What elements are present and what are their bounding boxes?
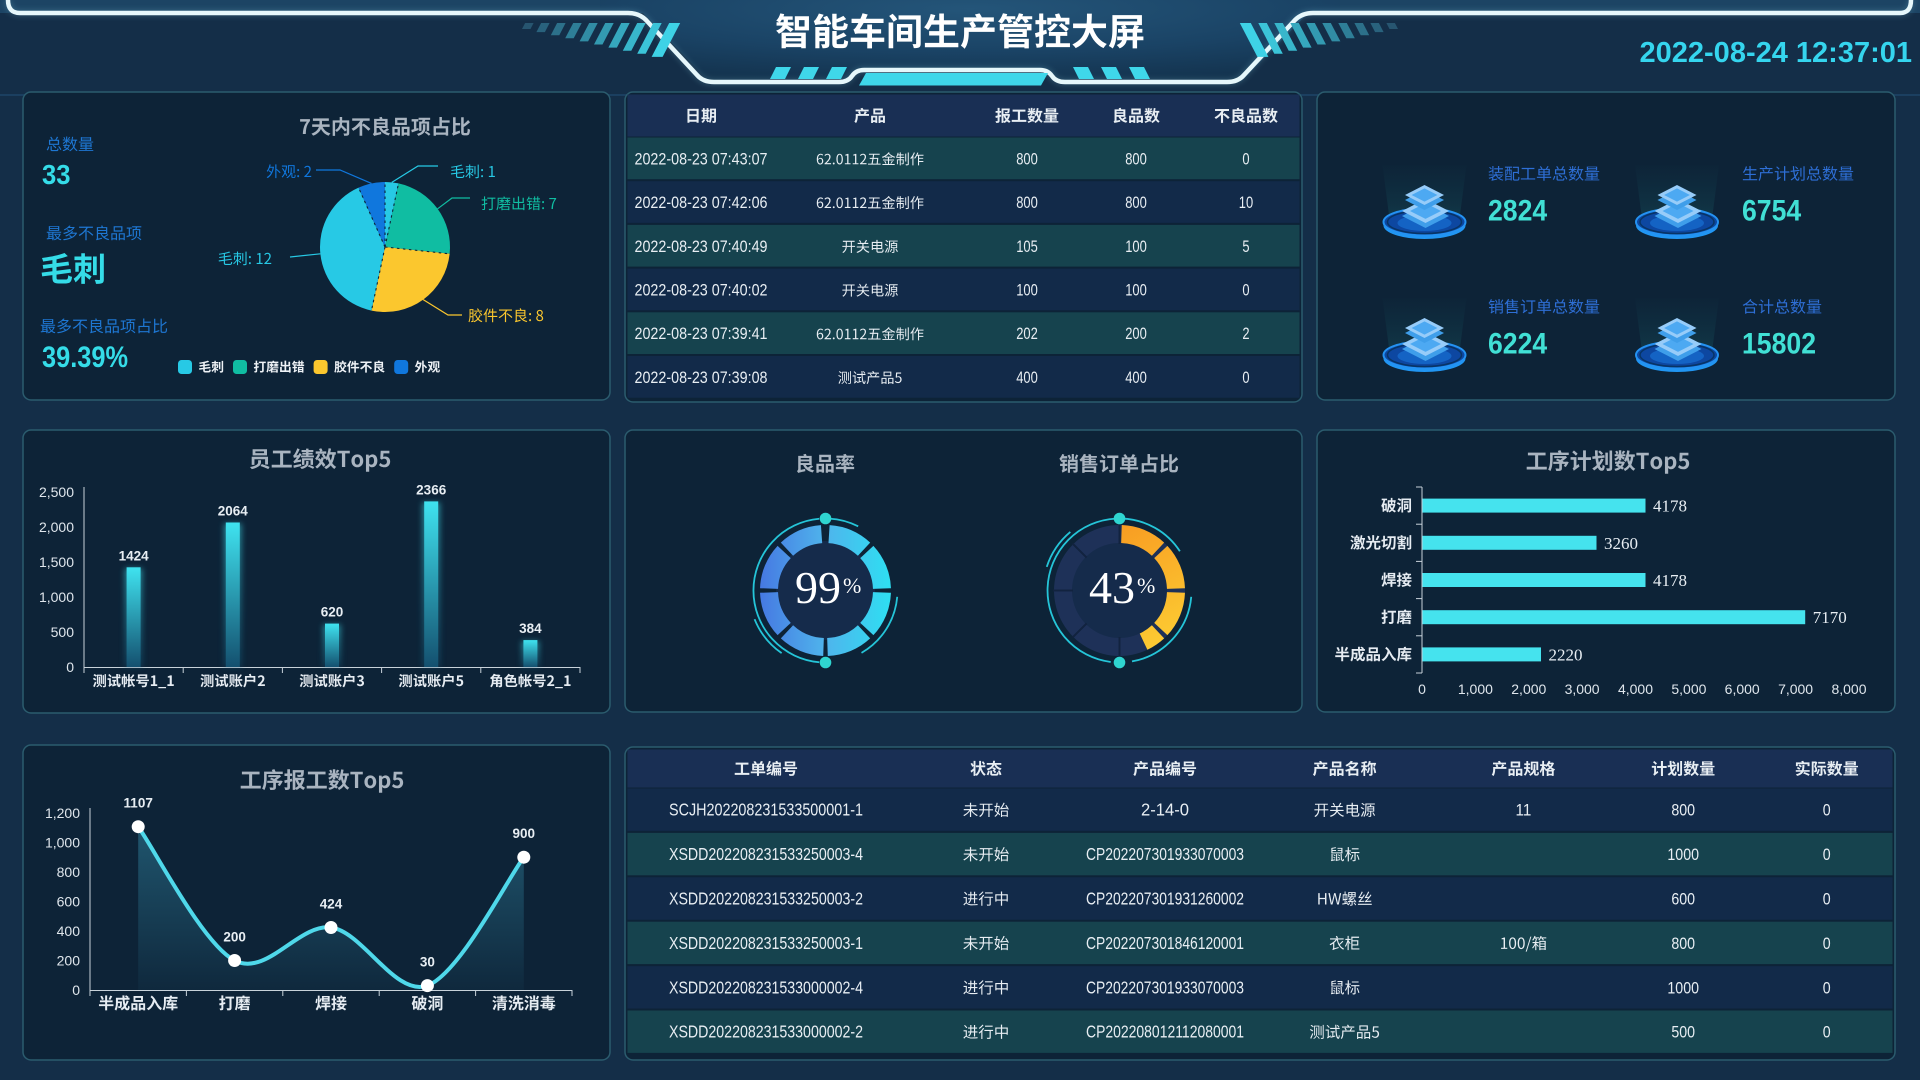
svg-text:500: 500 [51,624,75,640]
svg-text:0: 0 [1823,845,1831,864]
svg-text:5,000: 5,000 [1671,681,1706,697]
svg-text:500: 500 [1671,1023,1695,1042]
svg-text:200: 200 [57,953,81,969]
svg-text:1,000: 1,000 [45,835,80,851]
svg-text:900: 900 [513,826,536,841]
svg-text:0: 0 [1242,150,1249,168]
svg-text:1,000: 1,000 [1458,681,1493,697]
svg-text:15802: 15802 [1742,328,1816,361]
svg-text:200: 200 [1125,325,1147,343]
svg-text:CP202207301933070003: CP202207301933070003 [1086,977,1244,997]
svg-text:400: 400 [57,923,81,939]
svg-text:11: 11 [1516,801,1532,820]
svg-text:0: 0 [66,659,74,675]
svg-text:XSDD202208231533000002-2: XSDD202208231533000002-2 [669,1022,863,1042]
svg-text:2-14-0: 2-14-0 [1141,800,1189,820]
svg-text:CP202207301846120001: CP202207301846120001 [1086,933,1244,953]
svg-text:7,000: 7,000 [1778,681,1813,697]
svg-text:2022-08-23 07:40:02: 2022-08-23 07:40:02 [635,282,768,300]
svg-text:2022-08-24 12:37:01: 2022-08-24 12:37:01 [1640,37,1912,69]
svg-text:800: 800 [57,864,81,880]
svg-text:99: 99 [795,562,841,613]
svg-text:800: 800 [1671,801,1695,820]
svg-text:1000: 1000 [1667,978,1699,997]
svg-text:0: 0 [1823,1023,1831,1042]
svg-text:2824: 2824 [1488,195,1547,228]
svg-text:400: 400 [1016,369,1038,387]
svg-text:200: 200 [223,930,246,945]
svg-text:XSDD202208231533250003-1: XSDD202208231533250003-1 [669,933,863,953]
svg-text:1,200: 1,200 [45,805,80,821]
svg-text:202: 202 [1016,325,1038,343]
svg-text:2,000: 2,000 [1511,681,1546,697]
svg-text:800: 800 [1016,194,1038,212]
svg-text:1107: 1107 [124,796,153,811]
svg-text:SCJH202208231533500001-1: SCJH202208231533500001-1 [669,800,863,820]
svg-text:2022-08-23 07:43:07: 2022-08-23 07:43:07 [635,150,768,168]
svg-text:100: 100 [1125,238,1147,256]
svg-text:105: 105 [1016,238,1038,256]
svg-text:1000: 1000 [1667,845,1699,864]
svg-text:800: 800 [1125,194,1147,212]
svg-text:CP202208012112080001: CP202208012112080001 [1086,1022,1244,1042]
svg-text:CP202207301931260002: CP202207301931260002 [1086,889,1244,909]
svg-text:2022-08-23 07:39:08: 2022-08-23 07:39:08 [635,369,768,387]
svg-text:2,500: 2,500 [39,484,74,500]
svg-text:0: 0 [72,982,80,998]
svg-text:2,000: 2,000 [39,519,74,535]
svg-text:CP202207301933070003: CP202207301933070003 [1086,844,1244,864]
svg-text:0: 0 [1823,890,1831,909]
svg-text:XSDD202208231533250003-4: XSDD202208231533250003-4 [669,844,863,864]
svg-text:600: 600 [57,894,81,910]
svg-text:400: 400 [1125,369,1147,387]
svg-text:2022-08-23 07:39:41: 2022-08-23 07:39:41 [635,325,768,343]
svg-text:0: 0 [1823,934,1831,953]
svg-text:4178: 4178 [1653,571,1687,590]
svg-text:1424: 1424 [119,548,150,563]
svg-text:%: % [843,573,861,598]
svg-text:2: 2 [1242,325,1249,343]
svg-text:6754: 6754 [1742,195,1801,228]
svg-text:600: 600 [1671,890,1695,909]
svg-text:424: 424 [320,897,343,912]
svg-text:384: 384 [519,621,542,636]
svg-text:800: 800 [1671,934,1695,953]
svg-text:XSDD202208231533000002-4: XSDD202208231533000002-4 [669,977,863,997]
svg-text:4178: 4178 [1653,497,1687,516]
svg-text:800: 800 [1125,150,1147,168]
svg-text:0: 0 [1242,369,1249,387]
svg-text:1,500: 1,500 [39,554,74,570]
svg-text:1,000: 1,000 [39,589,74,605]
svg-text:4,000: 4,000 [1618,681,1653,697]
svg-text:8,000: 8,000 [1831,681,1866,697]
svg-text:43: 43 [1089,562,1135,613]
svg-text:0: 0 [1823,978,1831,997]
svg-text:6,000: 6,000 [1725,681,1760,697]
svg-text:0: 0 [1242,282,1249,300]
svg-text:7170: 7170 [1813,608,1847,627]
svg-text:0: 0 [1823,801,1831,820]
svg-text:100: 100 [1016,282,1038,300]
svg-text:620: 620 [321,605,344,620]
svg-text:2022-08-23 07:40:49: 2022-08-23 07:40:49 [635,238,768,256]
svg-text:2220: 2220 [1549,645,1583,664]
svg-text:2366: 2366 [416,482,447,497]
svg-text:2022-08-23 07:42:06: 2022-08-23 07:42:06 [635,194,768,212]
svg-text:6224: 6224 [1488,328,1547,361]
svg-text:10: 10 [1239,194,1253,212]
svg-text:2064: 2064 [218,504,249,519]
svg-text:3260: 3260 [1604,534,1638,553]
svg-text:0: 0 [1418,681,1426,697]
svg-text:%: % [1137,573,1155,598]
svg-text:33: 33 [42,159,71,190]
svg-text:XSDD202208231533250003-2: XSDD202208231533250003-2 [669,889,863,909]
svg-text:100: 100 [1125,282,1147,300]
svg-text:30: 30 [420,955,435,970]
svg-text:39.39%: 39.39% [42,341,128,374]
svg-text:3,000: 3,000 [1565,681,1600,697]
svg-text:5: 5 [1242,238,1249,256]
svg-text:800: 800 [1016,150,1038,168]
